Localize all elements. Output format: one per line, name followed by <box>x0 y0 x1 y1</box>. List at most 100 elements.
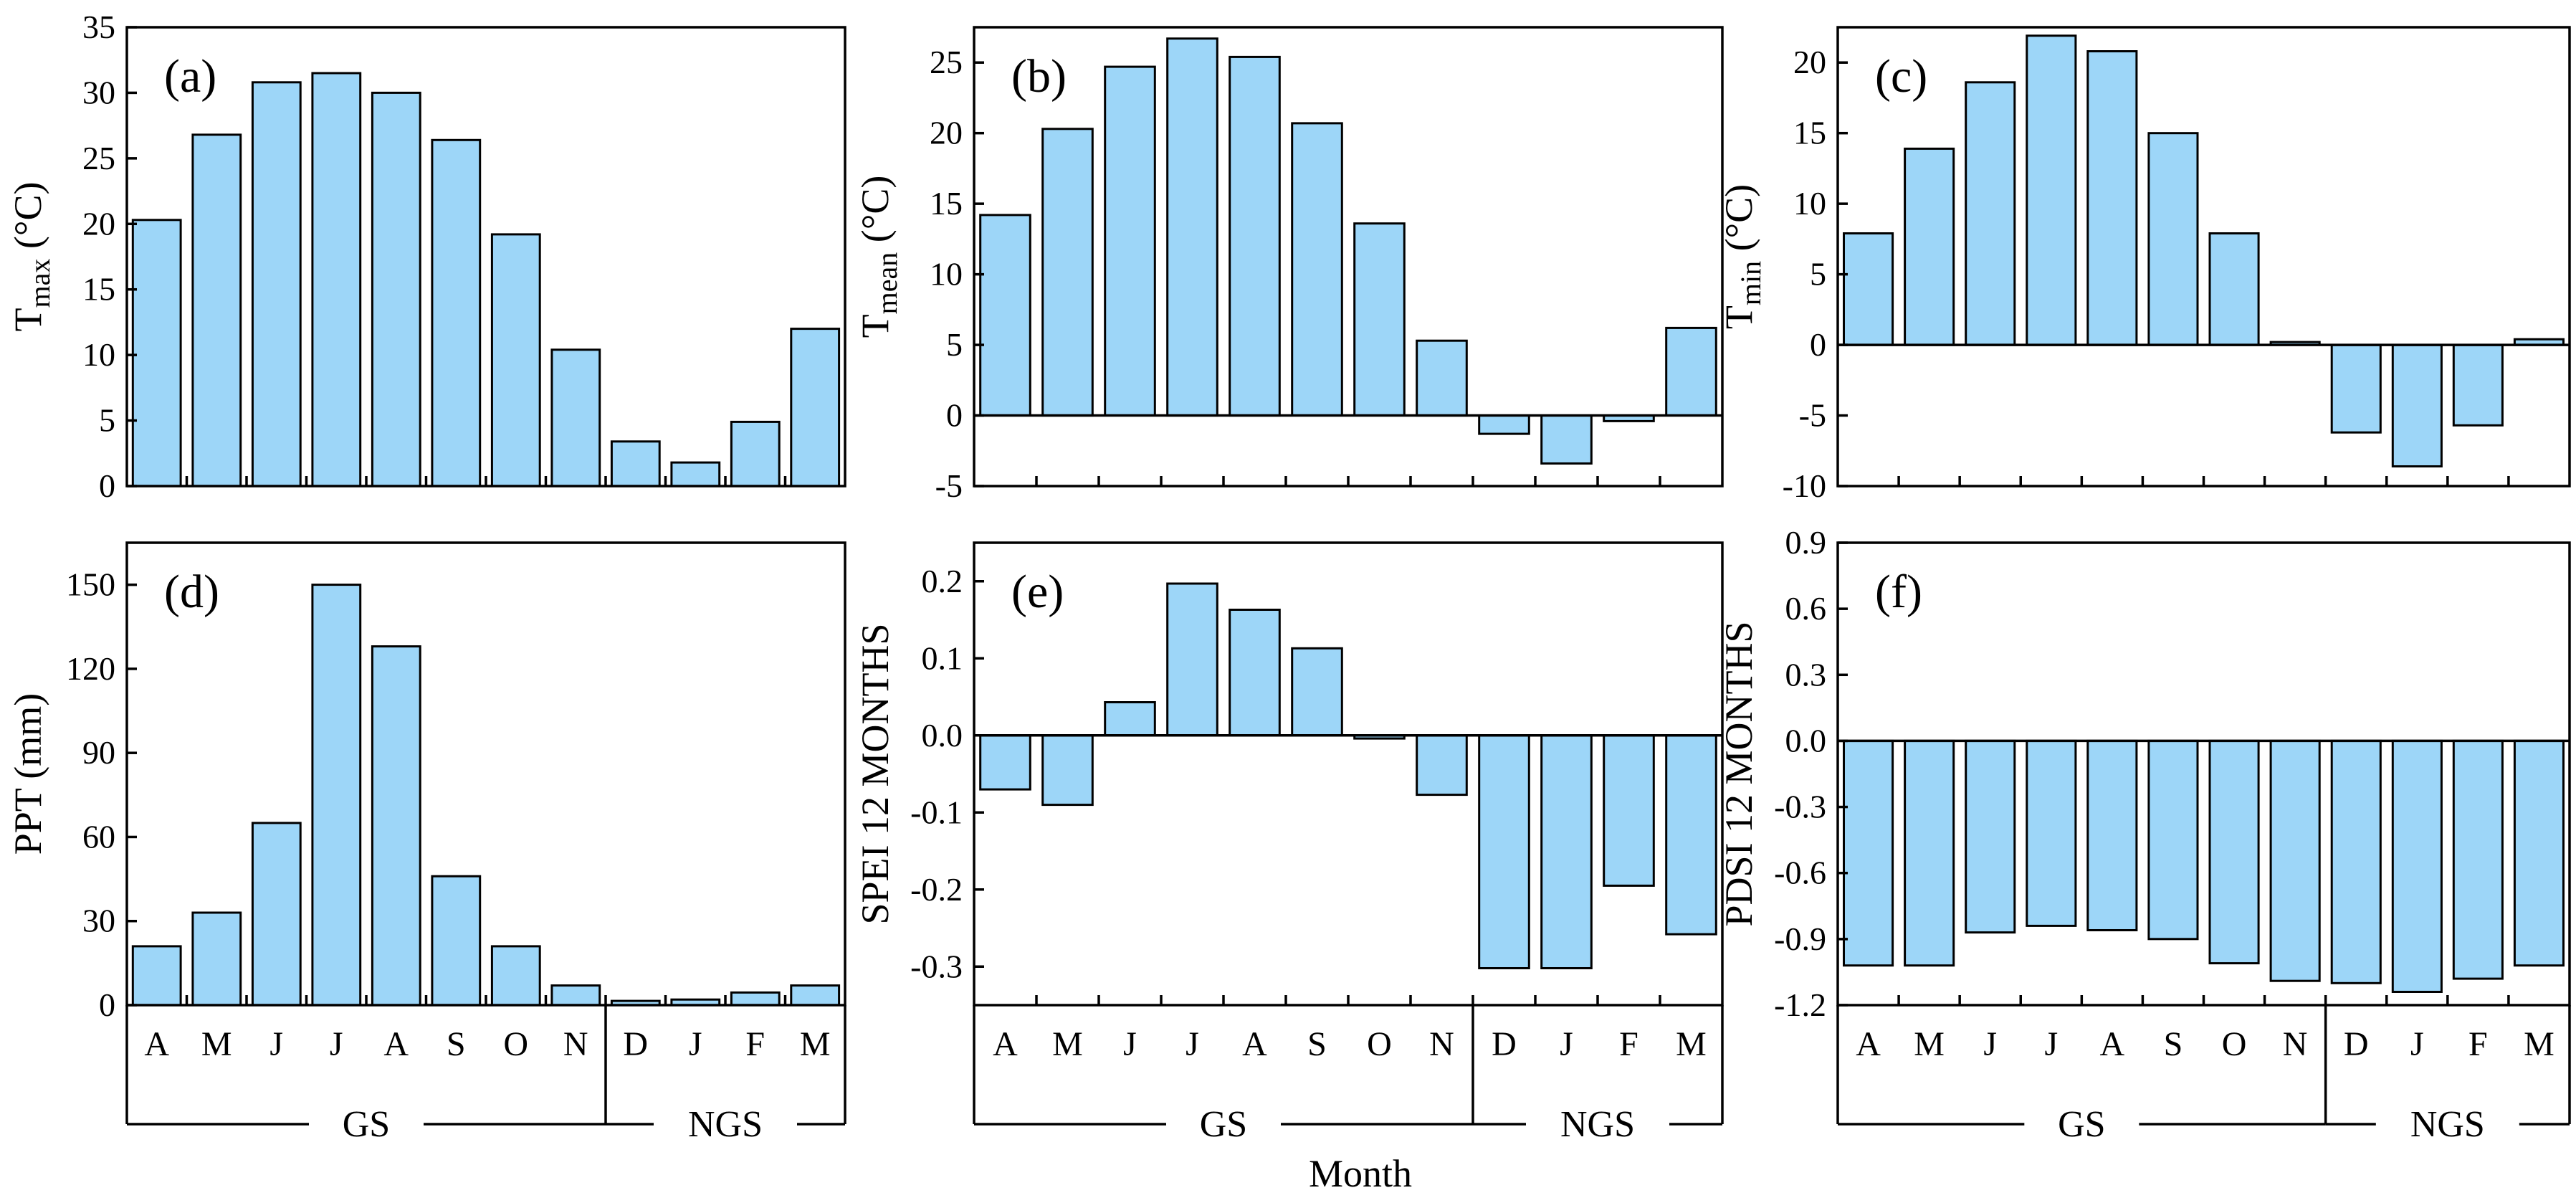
x-category-label: O <box>2222 1025 2247 1063</box>
y-tick-label: 20 <box>1793 44 1826 80</box>
bar <box>550 348 601 488</box>
x-category-label: J <box>1123 1025 1137 1063</box>
x-category-label: J <box>2044 1025 2058 1063</box>
bar <box>1665 734 1717 936</box>
y-tick-label: -0.2 <box>910 871 963 908</box>
y-tick-label: -0.9 <box>1774 921 1826 957</box>
x-category-label: D <box>623 1025 648 1063</box>
bar <box>2330 739 2382 984</box>
y-tick-label: 35 <box>82 9 115 45</box>
bar <box>1904 739 1955 967</box>
bar <box>1166 582 1218 737</box>
bar <box>730 991 781 1007</box>
panel-c: -10 -5 0 5 10 15 20 (c) Tmin (°C) <box>1717 26 2571 504</box>
x-category-label: O <box>503 1025 528 1063</box>
y-tick-label: 5 <box>1810 256 1826 293</box>
y-tick-label: -0.3 <box>910 948 963 984</box>
y-tick-label: 0 <box>946 397 963 434</box>
y-tick-label: -0.1 <box>910 794 963 830</box>
group-label: GS <box>343 1104 390 1145</box>
bar <box>2147 132 2199 346</box>
bar <box>2391 739 2443 994</box>
bar <box>2452 739 2504 980</box>
bar <box>1843 739 1894 967</box>
bar <box>2208 739 2260 965</box>
y-tick-label: 25 <box>930 44 963 80</box>
x-category-label: M <box>201 1025 232 1063</box>
x-category-label: J <box>1186 1025 1199 1063</box>
x-category-label: S <box>447 1025 466 1063</box>
y-tick-label: 10 <box>1793 185 1826 222</box>
bar <box>431 875 482 1007</box>
y-axis-label: SPEI 12 MONTHS <box>854 623 897 924</box>
bar <box>1291 122 1343 417</box>
y-tick-label: 15 <box>82 271 115 308</box>
bar <box>2208 232 2260 346</box>
x-category-label: M <box>2524 1025 2554 1063</box>
y-tick-label: 0 <box>1810 326 1826 363</box>
x-category-label: F <box>1619 1025 1638 1063</box>
x-category-label: A <box>993 1025 1018 1063</box>
x-category-label: M <box>800 1025 831 1063</box>
bar <box>131 945 182 1007</box>
bar <box>979 734 1031 791</box>
y-tick-label: 0.0 <box>1785 722 1827 759</box>
y-tick-label: 0.1 <box>922 639 963 676</box>
panel-label: (b) <box>1011 50 1067 103</box>
y-tick-label: 30 <box>82 903 115 939</box>
bar <box>1540 414 1593 465</box>
bar <box>1416 339 1468 417</box>
bar <box>431 138 482 488</box>
y-tick-label: 90 <box>82 734 115 771</box>
x-category-label: M <box>1052 1025 1083 1063</box>
y-tick-label: -0.6 <box>1774 855 1826 891</box>
bar <box>2147 739 2199 941</box>
bar <box>670 461 721 488</box>
x-category-label: S <box>2164 1025 2183 1063</box>
bar <box>371 91 421 488</box>
x-category-label: N <box>2283 1025 2308 1063</box>
panel-b: -5 0 5 10 15 20 25 (b) Tmean (°C) <box>854 26 1724 504</box>
x-axis-title: Month <box>1309 1152 1412 1195</box>
bar <box>2452 343 2504 427</box>
bar <box>1603 734 1655 887</box>
bar <box>1665 326 1717 417</box>
bar <box>2026 739 2077 927</box>
panel-label: (e) <box>1011 566 1064 618</box>
x-category-label: S <box>1307 1025 1327 1063</box>
x-category-label: A <box>1242 1025 1267 1063</box>
panel-label: (a) <box>164 50 216 103</box>
y-tick-label: 120 <box>66 650 115 687</box>
y-tick-label: -5 <box>935 467 963 504</box>
x-category-label: M <box>1914 1025 1945 1063</box>
x-category-label: F <box>2468 1025 2488 1063</box>
y-tick-label: 0.3 <box>1785 656 1827 693</box>
bar <box>1904 147 1955 346</box>
bar <box>311 584 362 1007</box>
bar <box>790 328 841 488</box>
group-label: NGS <box>2410 1104 2485 1145</box>
bar <box>1478 734 1530 970</box>
bar <box>311 72 362 488</box>
bar <box>550 984 601 1007</box>
y-tick-label: 60 <box>82 818 115 855</box>
panel-f: -1.2 -0.9 -0.6 -0.3 0.0 0.3 0.6 0.9 (f) PDSI 12 M… <box>1717 524 2571 1145</box>
x-category-label: J <box>1983 1025 1997 1063</box>
bar <box>1416 734 1468 797</box>
y-tick-label: 0 <box>99 467 115 504</box>
x-category-label: D <box>2344 1025 2369 1063</box>
group-label: NGS <box>688 1104 763 1145</box>
y-tick-label: 30 <box>82 74 115 110</box>
y-tick-label: 150 <box>66 566 115 603</box>
group-label: GS <box>2058 1104 2105 1145</box>
y-tick-label: 0 <box>99 986 115 1023</box>
bar <box>191 133 242 488</box>
y-tick-label: 10 <box>82 336 115 373</box>
y-tick-label: 25 <box>82 140 115 176</box>
bar <box>1965 739 2016 934</box>
bar <box>1104 701 1156 737</box>
y-tick-label: 5 <box>99 402 115 439</box>
